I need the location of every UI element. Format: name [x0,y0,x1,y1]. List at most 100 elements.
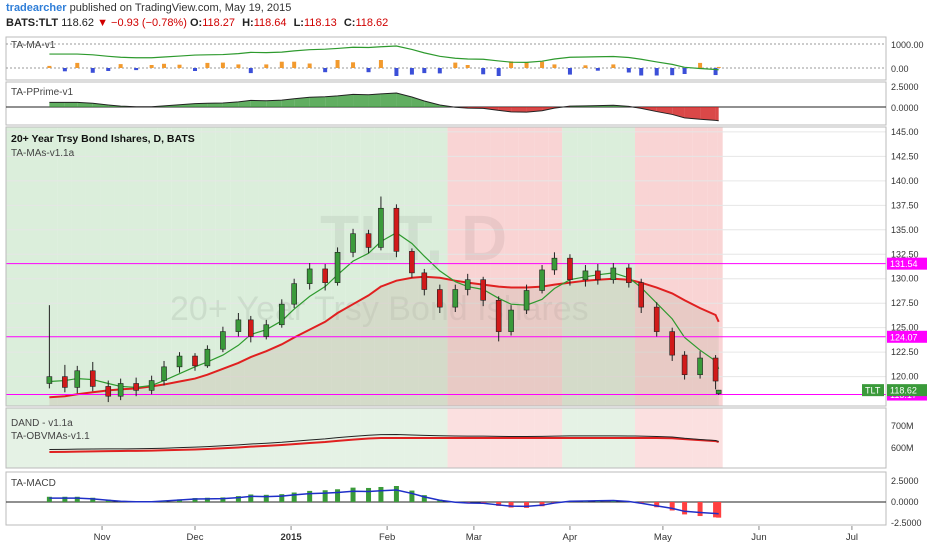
x-tick-label[interactable]: Jul [846,532,858,543]
candle-body[interactable] [46,376,53,384]
candle-body[interactable] [334,252,341,283]
trend-band [57,127,72,406]
x-tick-label[interactable]: May [654,532,672,543]
candle-body[interactable] [638,282,645,308]
candle-body[interactable] [480,279,486,301]
candle-body[interactable] [681,354,688,375]
hist-bar [307,63,312,68]
hist-bar [236,64,241,68]
down-arrow-icon: ▼ [97,17,108,29]
candle-body[interactable] [291,283,297,305]
candle-body[interactable] [148,380,155,391]
pprime-area [684,107,701,120]
candle-body[interactable] [247,319,254,337]
candle-body[interactable] [192,355,198,367]
trend-band-volume [85,408,101,468]
price-tick-7: 127.50 [891,298,919,308]
candle-body[interactable] [697,357,703,375]
panel-price: TLT, D 20+ Year Trsy Bond Ishares 20+ Ye… [5,126,927,407]
macd-bar [682,502,688,515]
trend-band [230,127,245,406]
candle-body[interactable] [133,383,139,391]
candle-body[interactable] [350,233,356,253]
macd-bar [263,494,269,502]
x-tick-label[interactable]: Nov [94,532,111,543]
candle-body[interactable] [306,268,313,284]
author-link[interactable]: tradearcher [6,2,67,14]
candle-body[interactable] [278,303,285,326]
x-tick-label[interactable]: Mar [466,532,482,543]
price-tick-10: 120.00 [891,372,919,382]
candle-body[interactable] [89,370,96,387]
x-tick-label[interactable]: Feb [379,532,395,543]
x-tick-label[interactable]: 2015 [281,532,303,543]
candle-body[interactable] [105,386,112,397]
high-value: 118.64 [253,17,287,29]
trend-band [360,127,375,406]
panel-macd: TA-MACD 2.5000 0.0000 -2.5000 [5,471,922,528]
price-tick-8: 125.00 [891,323,919,333]
price-tick-6: 130.00 [891,274,919,284]
candle-body[interactable] [523,290,530,311]
candle-body[interactable] [495,299,502,332]
candle-body[interactable] [365,233,372,248]
macd-bar [74,496,80,502]
candle-body[interactable] [539,269,545,291]
x-tick-label[interactable]: Apr [563,532,578,543]
level-tag-label-0: 131.54 [890,259,918,269]
candle-body[interactable] [653,306,660,332]
trend-band-volume [128,408,144,468]
panel-macd-tick-1: 0.0000 [891,497,919,507]
candle-body[interactable] [409,251,415,274]
candle-body[interactable] [204,348,211,367]
time-axis[interactable]: Nov Dec 2015 Feb Mar Apr May Jun Jul [94,526,858,543]
candle-body[interactable] [235,319,242,332]
hist-bar [496,68,501,76]
macd-bar [496,502,502,506]
hist-bar [437,68,442,74]
candle-body[interactable] [378,207,384,248]
x-tick-label[interactable]: Jun [751,532,766,543]
candle-body[interactable] [393,207,400,252]
hist-bar [62,68,67,72]
candle-body[interactable] [263,324,270,337]
panel-ma: TA-MA-v1 1000.00 0.00 [5,36,924,81]
candle-body[interactable] [220,331,226,350]
x-tick-label[interactable]: Dec [187,532,204,543]
symbol-label[interactable]: BATS:TLT [6,17,59,29]
candle-body[interactable] [421,272,428,290]
candle-body[interactable] [322,268,328,283]
macd-bar [46,496,52,502]
hist-bar [177,64,182,68]
candle-body[interactable] [582,270,589,281]
hist-bar [611,64,616,68]
candle-body[interactable] [74,370,81,388]
candle-body[interactable] [712,357,719,382]
candle-body[interactable] [595,270,601,281]
candle-body[interactable] [610,267,617,281]
candle-body[interactable] [567,257,573,281]
hist-bar [149,65,154,68]
panel-pprime-tick-0: 2.5000 [891,82,919,92]
close-value: 118.62 [355,17,389,29]
candle-body[interactable] [176,355,183,368]
candle-body[interactable] [551,257,558,271]
candle-body[interactable] [62,376,68,388]
trend-band-volume [274,408,288,468]
candle-body[interactable] [626,267,632,283]
hist-bar [264,64,269,68]
candle-body[interactable] [161,366,167,381]
candle-body[interactable] [452,289,459,308]
trend-band [707,127,718,406]
panel-pprime-plot [6,92,886,122]
candle-body[interactable] [669,331,675,356]
candle-body[interactable] [464,279,471,290]
candle-body[interactable] [715,389,722,394]
panel-ma-frame [5,36,887,81]
candle-body[interactable] [437,289,443,308]
candle-body[interactable] [117,383,124,397]
candle-body[interactable] [508,309,514,332]
trend-band-volume [6,408,58,468]
